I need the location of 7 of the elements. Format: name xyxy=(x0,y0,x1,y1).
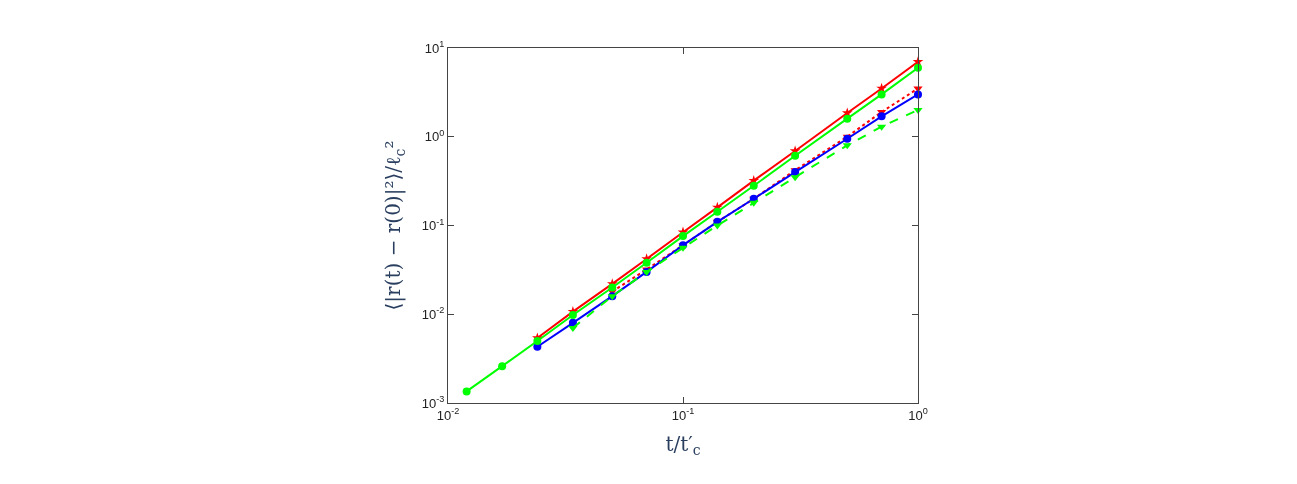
y-tick-label: 10$^{1}$ xyxy=(424,39,445,56)
x-axis-title: t/t′$_{c}$ xyxy=(665,432,701,459)
x-tick-label: 10$^{0}$ xyxy=(908,406,928,423)
y-tick-label: 10$^{-1}$ xyxy=(421,216,445,234)
y-tick-label: 10$^{0}$ xyxy=(424,127,445,145)
x-tick-label: 10$^{-1}$ xyxy=(671,406,695,423)
y-tick-label: 10$^{-2}$ xyxy=(421,305,445,322)
